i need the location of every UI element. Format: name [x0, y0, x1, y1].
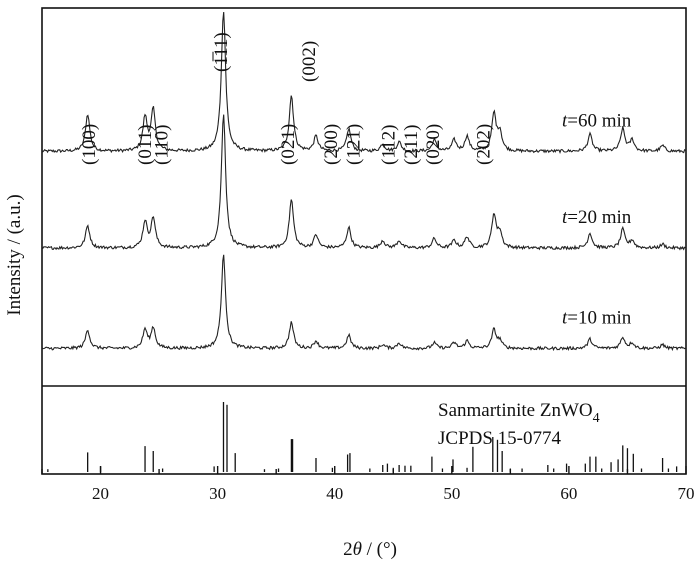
plot-frame: [41, 7, 687, 475]
reference-name: Sanmartinite ZnWO4: [438, 400, 600, 426]
series-line-3: [41, 254, 686, 352]
x-tick-label: 20: [92, 484, 109, 503]
reference-label: Sanmartinite ZnWO4 JCPDS 15-0774: [438, 400, 600, 449]
x-tick-label: 70: [678, 484, 695, 503]
series-group: [41, 11, 686, 352]
sample-label-1: t=60 min: [562, 110, 632, 131]
peak-label: (1̅11): [211, 32, 232, 72]
peak-label: (002): [299, 41, 320, 82]
peak-label: (021): [278, 124, 299, 165]
y-axis-title: Intensity / (a.u.): [4, 194, 25, 315]
sample-label-3: t=10 min: [562, 308, 632, 329]
reference-card: JCPDS 15-0774: [438, 428, 561, 449]
peak-label: (100): [79, 124, 100, 165]
series-line-2: [41, 114, 686, 251]
peak-label: (112): [379, 125, 400, 165]
x-tick-label: 30: [209, 484, 226, 503]
peak-label: (110): [151, 125, 172, 165]
sample-labels: t=60 min t=20 min t=10 min: [562, 110, 632, 328]
plot-border: [41, 7, 687, 475]
x-tick-label: 50: [443, 484, 460, 503]
x-tick-label: 40: [326, 484, 343, 503]
peak-label: (020): [423, 124, 444, 165]
series-line-1: [41, 11, 686, 155]
peak-label: (121): [344, 124, 365, 165]
peak-labels: (100) (011)(110) (1̅11) (021) (002) (200) (121…: [79, 32, 495, 165]
x-axis-ticks: 20 30 40 50 60 70: [41, 466, 695, 503]
peak-label: (011): [135, 125, 156, 165]
x-axis-title: 2θ / (°): [343, 539, 397, 560]
peak-label: (202): [473, 124, 494, 165]
peak-label: (211): [401, 125, 422, 165]
reference-lines: [47, 402, 678, 472]
sample-label-2: t=20 min: [562, 207, 632, 228]
peak-label: (200): [321, 124, 342, 165]
x-tick-label: 60: [560, 484, 577, 503]
